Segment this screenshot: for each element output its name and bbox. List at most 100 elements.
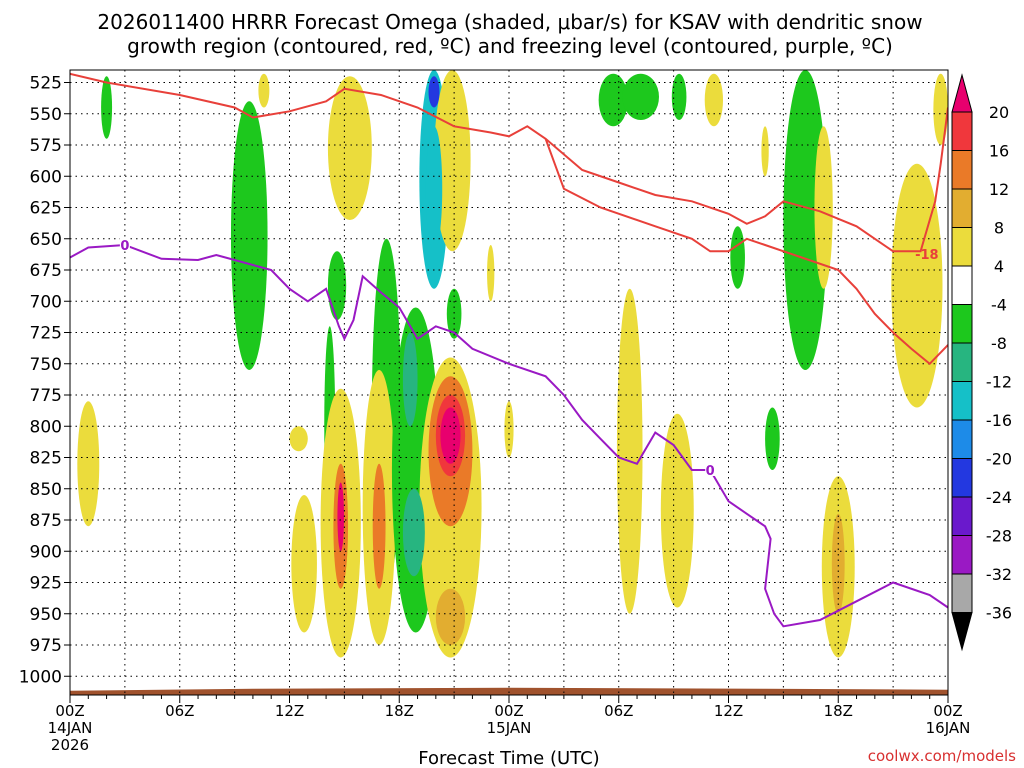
omega-core-1 bbox=[372, 463, 386, 589]
x-tick-label-5-0: 06Z bbox=[604, 702, 633, 720]
omega-cell-green-21 bbox=[622, 73, 659, 120]
omega-cell-yellow-4 bbox=[327, 76, 372, 220]
x-tick-label-0-1: 14JAN bbox=[48, 719, 93, 737]
colorbar-label-1: 16 bbox=[989, 142, 1009, 161]
omega-cell-green-1 bbox=[101, 76, 113, 139]
x-axis-label: Forecast Time (UTC) bbox=[418, 748, 599, 768]
x-tick-label-3-0: 18Z bbox=[385, 702, 414, 720]
freezing-level-label-1: 0 bbox=[706, 464, 715, 479]
omega-cell-yellow-15 bbox=[434, 70, 471, 252]
freezing-label-bg-1 bbox=[705, 462, 716, 476]
omega-cell-yellow-10 bbox=[291, 495, 317, 633]
colorbar-segment-4 bbox=[951, 227, 973, 267]
y-tick-label-11: 800 bbox=[30, 417, 62, 437]
x-tick-label-0-0: 00Z bbox=[55, 702, 84, 720]
omega-cell-yellow-3 bbox=[77, 401, 100, 527]
colorbar-segment-13 bbox=[951, 573, 973, 613]
omega-cell-yellow-6 bbox=[289, 426, 308, 452]
colorbar: 20 16 12 8 4 -4 -8 -12 -16 -20 -24 -28 -32 -36 bbox=[951, 73, 1012, 652]
y-tick-label-8: 725 bbox=[30, 324, 62, 344]
colorbar-cap-bottom bbox=[951, 612, 973, 652]
omega-cell-green-29 bbox=[765, 407, 780, 470]
colorbar-segment-12 bbox=[951, 535, 973, 575]
y-tick-label-10: 775 bbox=[30, 386, 62, 406]
colorbar-label-0: 20 bbox=[989, 103, 1009, 122]
y-tick-label-18: 975 bbox=[30, 636, 62, 656]
x-tick-label-8-0: 00Z bbox=[933, 702, 962, 720]
y-tick-label-7: 700 bbox=[30, 292, 62, 312]
y-axis: 525 550 575 600 625 650 675 700 725 750 775 800 825 8… bbox=[19, 74, 70, 687]
chart-title-line2: growth region (contoured, red, ºC) and f… bbox=[127, 34, 893, 58]
y-tick-label-6: 675 bbox=[30, 261, 62, 281]
x-tick-label-0-2: 2026 bbox=[51, 736, 89, 754]
colorbar-label-4: 4 bbox=[994, 257, 1004, 276]
colorbar-label-9: -20 bbox=[986, 450, 1012, 469]
colorbar-segment-9 bbox=[951, 419, 973, 459]
omega-cell-yellow-18 bbox=[504, 401, 514, 458]
omega-core-4 bbox=[440, 407, 461, 464]
y-tick-label-4: 625 bbox=[30, 199, 62, 219]
y-tick-label-2: 575 bbox=[30, 136, 62, 156]
x-tick-label-7-0: 18Z bbox=[824, 702, 853, 720]
y-tick-label-9: 750 bbox=[30, 355, 62, 375]
freezing-level-contour bbox=[70, 243, 948, 628]
omega-cell-green-25 bbox=[730, 226, 745, 289]
colorbar-label-7: -12 bbox=[986, 373, 1012, 392]
colorbar-label-8: -16 bbox=[986, 411, 1012, 430]
colorbar-segment-3 bbox=[951, 188, 973, 228]
y-tick-label-1: 550 bbox=[30, 105, 62, 125]
colorbar-segment-5 bbox=[951, 265, 973, 305]
colorbar-segment-11 bbox=[951, 496, 973, 536]
omega-cell-yellow-19 bbox=[616, 288, 643, 614]
x-tick-label-8-1: 16JAN bbox=[926, 719, 971, 737]
omega-cell-green-27 bbox=[783, 70, 828, 370]
y-tick-label-0: 525 bbox=[30, 74, 62, 94]
colorbar-label-10: -24 bbox=[986, 488, 1012, 507]
chart-title-line1: 2026011400 HRRR Forecast Omega (shaded, … bbox=[97, 10, 922, 34]
omega-core-10 bbox=[428, 76, 440, 108]
credit-label: coolwx.com/models bbox=[868, 747, 1016, 765]
omega-cell-green-20 bbox=[598, 73, 628, 127]
y-tick-label-16: 925 bbox=[30, 574, 62, 594]
colorbar-segment-7 bbox=[951, 342, 973, 382]
omega-core-6 bbox=[435, 588, 466, 645]
y-tick-label-12: 825 bbox=[30, 449, 62, 469]
omega-cell-green-5 bbox=[327, 251, 347, 320]
dgz-upper-contour bbox=[70, 72, 948, 253]
y-tick-label-17: 950 bbox=[30, 605, 62, 625]
colorbar-segment-6 bbox=[951, 304, 973, 344]
omega-cell-yellow-23 bbox=[704, 73, 724, 127]
omega-cell-yellow-2 bbox=[258, 73, 270, 108]
x-tick-label-4-0: 00Z bbox=[494, 702, 523, 720]
omega-cell-yellow-31 bbox=[891, 163, 943, 408]
colorbar-segment-1 bbox=[951, 111, 973, 151]
y-tick-label-19: 1000 bbox=[19, 667, 62, 687]
y-tick-label-13: 850 bbox=[30, 480, 62, 500]
y-tick-label-14: 875 bbox=[30, 511, 62, 531]
colorbar-segment-8 bbox=[951, 381, 973, 421]
grid-lines bbox=[70, 70, 948, 695]
dgz-contour-label: -18 bbox=[915, 248, 939, 263]
omega-cell-green-22 bbox=[671, 73, 687, 120]
x-tick-label-1-0: 06Z bbox=[165, 702, 194, 720]
omega-cell-yellow-32 bbox=[933, 73, 948, 145]
omega-core-9 bbox=[425, 126, 443, 252]
omega-core-7 bbox=[831, 513, 845, 614]
colorbar-cap-top bbox=[951, 73, 973, 113]
y-tick-label-3: 600 bbox=[30, 167, 62, 187]
y-tick-label-15: 900 bbox=[30, 542, 62, 562]
omega-core-8 bbox=[402, 488, 425, 577]
colorbar-label-11: -28 bbox=[986, 527, 1012, 546]
omega-cell-yellow-24 bbox=[660, 413, 694, 608]
colorbar-segment-10 bbox=[951, 458, 973, 498]
contour-lines: -18 0 0 bbox=[70, 72, 948, 628]
colorbar-label-13: -36 bbox=[986, 604, 1012, 623]
dgz-lower-contour bbox=[544, 138, 948, 366]
colorbar-label-3: 8 bbox=[994, 219, 1004, 238]
y-tick-label-5: 650 bbox=[30, 230, 62, 250]
colorbar-segment-2 bbox=[951, 150, 973, 190]
x-tick-label-6-0: 12Z bbox=[714, 702, 743, 720]
freezing-level-label-0: 0 bbox=[120, 239, 129, 254]
